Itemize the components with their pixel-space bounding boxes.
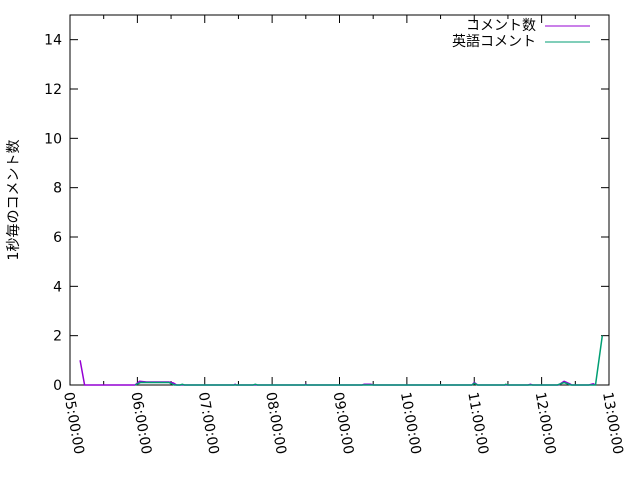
x-tick-label: 11:00:00 <box>464 391 491 456</box>
x-tick-label: 13:00:00 <box>599 391 626 456</box>
y-ticks: 0 2 4 6 8 10 12 14 <box>44 33 609 394</box>
x-tick-label: 05:00:00 <box>60 391 87 456</box>
x-tick-label: 10:00:00 <box>397 391 424 456</box>
series-lines <box>79 335 604 386</box>
series-line-0 <box>79 360 596 386</box>
series-line-1 <box>134 335 604 386</box>
x-ticks: 05:00:00 06:00:00 07:00:00 08:00:00 09:00:00… <box>60 15 626 456</box>
x-tick-label: 09:00:00 <box>330 391 357 456</box>
y-tick-label: 10 <box>44 131 62 147</box>
y-tick-label: 12 <box>44 82 62 98</box>
legend-label-1: 英語コメント <box>452 33 536 50</box>
legend: コメント数 英語コメント <box>452 18 590 50</box>
x-tick-label: 07:00:00 <box>195 391 222 456</box>
x-tick-label: 08:00:00 <box>262 391 289 456</box>
y-axis-label: 1秒毎のコメント数 <box>6 140 22 261</box>
axes <box>69 14 610 386</box>
x-tick-label: 12:00:00 <box>532 391 559 456</box>
x-tick-label: 06:00:00 <box>127 391 154 456</box>
y-tick-label: 8 <box>53 181 62 197</box>
y-tick-label: 14 <box>44 33 62 49</box>
plot-frame <box>69 14 610 386</box>
legend-label-0: コメント数 <box>466 18 536 34</box>
y-tick-label: 4 <box>53 279 62 295</box>
y-tick-label: 6 <box>53 230 62 246</box>
y-tick-label: 0 <box>53 378 62 394</box>
y-tick-label: 2 <box>53 329 62 345</box>
